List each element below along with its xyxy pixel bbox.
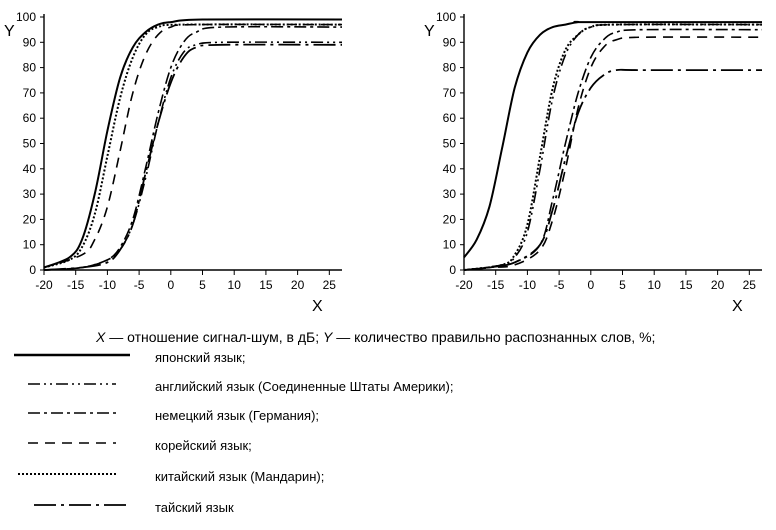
y-axis-label: Y xyxy=(4,23,15,40)
x-tick-label: 0 xyxy=(167,278,174,292)
y-tick-label: 100 xyxy=(436,10,456,24)
y-tick-label: 100 xyxy=(16,10,36,24)
x-tick-label: 5 xyxy=(619,278,626,292)
legend-label-japanese: японский язык; xyxy=(155,350,246,365)
y-tick-label: 60 xyxy=(23,111,37,125)
y-tick-label: 90 xyxy=(443,35,457,49)
x-axis-label: X xyxy=(732,298,743,315)
y-tick-label: 70 xyxy=(23,86,37,100)
series-line-right-2 xyxy=(463,28,763,271)
series-line-right-1 xyxy=(463,23,763,271)
y-tick-label: 50 xyxy=(443,137,457,151)
series-line-right-5 xyxy=(463,68,762,271)
y-tick-label: 70 xyxy=(443,86,457,100)
legend-swatch-korean xyxy=(28,442,116,444)
x-tick-label: -15 xyxy=(487,278,505,292)
x-tick-label: -20 xyxy=(35,278,53,292)
legend-label-chinese: китайский язык (Мандарин); xyxy=(155,469,325,484)
x-tick-label: 0 xyxy=(587,278,594,292)
y-tick-label: 40 xyxy=(23,162,37,176)
legend-swatch-english xyxy=(28,383,116,385)
y-tick-label: 20 xyxy=(23,212,37,226)
legend-swatch-german xyxy=(28,412,116,414)
y-tick-label: 30 xyxy=(23,187,37,201)
caption-y-text: — количество правильно распознанных слов… xyxy=(332,329,656,345)
charts-svg: -20 -15 -10 -5 0 5 10 15 20 250102030405060708090… xyxy=(4,10,763,315)
series-line-left-4 xyxy=(43,23,343,269)
series-line-right-3 xyxy=(463,36,763,271)
legend-item-chinese: китайский язык (Мандарин); xyxy=(0,464,776,492)
y-tick-label: 90 xyxy=(23,35,37,49)
caption-y-symbol: Y xyxy=(323,329,333,345)
legend: японский язык; английский язык (Соединен… xyxy=(0,343,776,530)
legend-item-german: немецкий язык (Германия); xyxy=(0,403,776,431)
y-tick-label: 80 xyxy=(443,61,457,75)
series-line-left-1 xyxy=(43,41,343,271)
legend-swatch-chinese xyxy=(18,473,116,475)
y-tick-label: 60 xyxy=(443,111,457,125)
legend-label-german: немецкий язык (Германия); xyxy=(155,408,320,423)
x-tick-label: -10 xyxy=(99,278,117,292)
legend-swatch-japanese xyxy=(14,353,130,357)
legend-item-thai: тайский язык xyxy=(0,495,776,523)
legend-label-english: английский язык (Соединенные Штаты Амери… xyxy=(155,379,454,394)
caption-x-text: — отношение сигнал-шум, в дБ; xyxy=(105,329,323,345)
chart-left: -20 -15 -10 -5 0 5 10 15 20 25 0 10 20 30 40 50 60 70 80 90… xyxy=(4,10,343,315)
chart-right: -20 -15 -10 -5 0 5 10 15 20 25 0 10 20 30 40 50 60 70 80 90… xyxy=(424,10,763,315)
y-axis-label: Y xyxy=(424,23,435,40)
y-tick-label: 50 xyxy=(23,137,37,151)
x-tick-label: 15 xyxy=(679,278,693,292)
y-tick-label: 20 xyxy=(443,212,457,226)
x-tick-label: 10 xyxy=(648,278,662,292)
x-tick-label: 25 xyxy=(323,278,337,292)
figure-caption: X — отношение сигнал-шум, в дБ; Y — коли… xyxy=(96,329,655,345)
caption-x-symbol: X xyxy=(96,329,106,345)
x-tick-label: 20 xyxy=(711,278,725,292)
legend-item-japanese: японский язык; xyxy=(0,345,776,373)
series-line-left-2 xyxy=(43,25,343,271)
y-tick-label: 80 xyxy=(23,61,37,75)
y-tick-label: 10 xyxy=(443,238,457,252)
series-line-left-0 xyxy=(43,18,343,269)
x-tick-label: -5 xyxy=(134,278,145,292)
x-tick-label: 15 xyxy=(259,278,273,292)
y-tick-label: 40 xyxy=(443,162,457,176)
charts-area: -20 -15 -10 -5 0 5 10 15 20 25 0 10 20 30 40 50 60 70 80 90… xyxy=(4,10,763,315)
series-line-left-5 xyxy=(43,43,343,271)
y-tick-label: 10 xyxy=(23,238,37,252)
legend-item-english: английский язык (Соединенные Штаты Амери… xyxy=(0,374,776,402)
series-line-right-0 xyxy=(463,20,762,258)
legend-label-thai: тайский язык xyxy=(155,500,234,515)
x-tick-label: -5 xyxy=(554,278,565,292)
x-tick-label: 5 xyxy=(199,278,206,292)
series-line-right-4 xyxy=(463,23,763,271)
series-line-left-3 xyxy=(43,23,343,269)
x-axis-label: X xyxy=(312,298,323,315)
x-tick-label: 25 xyxy=(743,278,757,292)
x-tick-label: 20 xyxy=(291,278,305,292)
legend-item-korean: корейский язык; xyxy=(0,433,776,461)
x-tick-label: 10 xyxy=(228,278,242,292)
y-tick-label: 0 xyxy=(449,263,456,277)
y-tick-label: 30 xyxy=(443,187,457,201)
y-tick-label: 0 xyxy=(29,263,36,277)
x-tick-label: -15 xyxy=(67,278,85,292)
x-tick-label: -20 xyxy=(455,278,473,292)
x-tick-label: -10 xyxy=(519,278,537,292)
legend-label-korean: корейский язык; xyxy=(155,438,252,453)
legend-swatch-thai xyxy=(34,504,130,506)
